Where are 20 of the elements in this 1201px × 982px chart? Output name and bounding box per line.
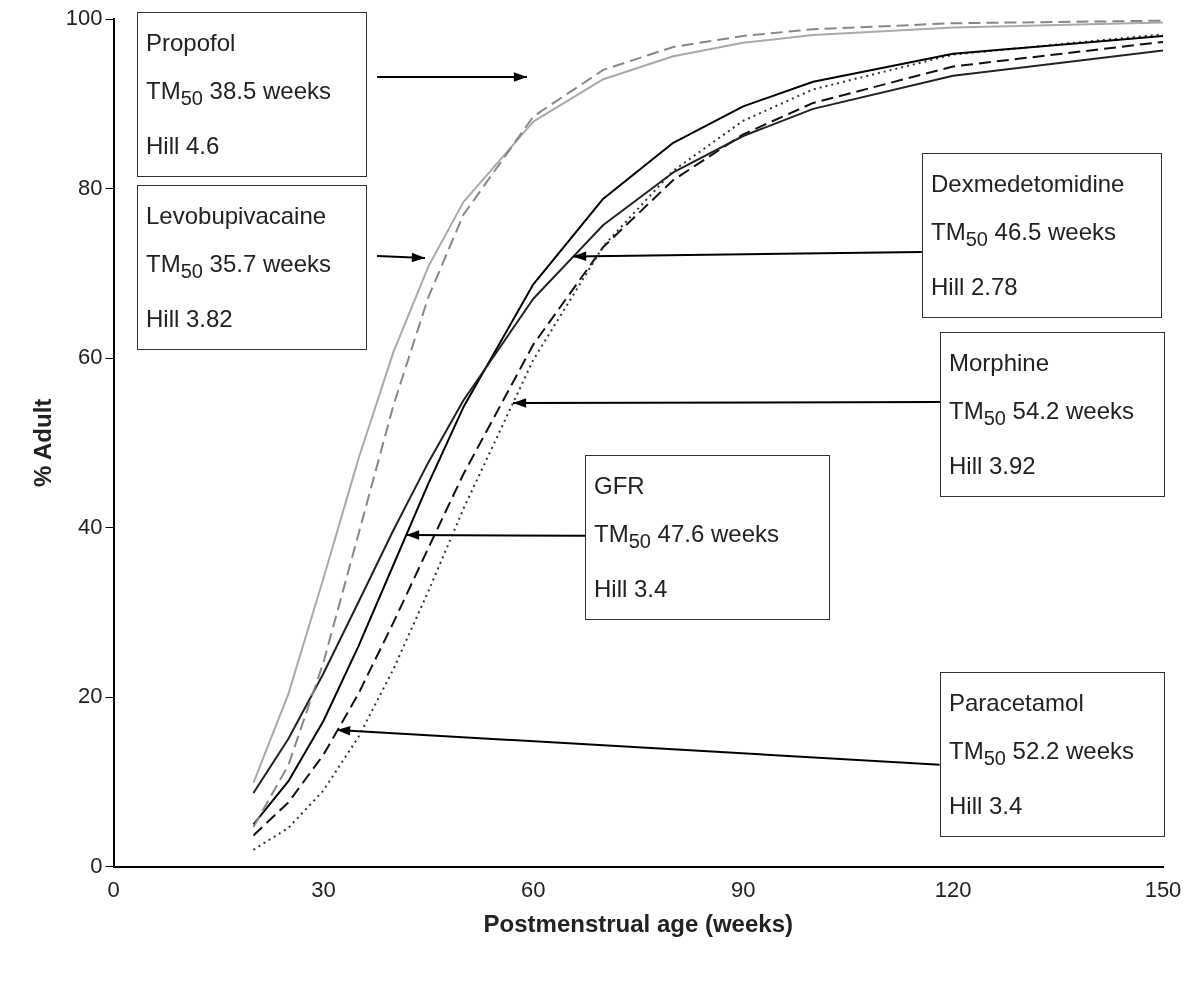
y-tick-label: 0 [90, 852, 103, 878]
x-tick-label: 150 [1144, 877, 1182, 903]
y-tick-label: 80 [78, 174, 103, 200]
annotation: GFR TM$_{50}$ 47.6 weeks Hill 3.4 [594, 471, 780, 604]
annotation: Propofol TM$_{50}$ 38.5 weeks Hill 4.6 [146, 28, 332, 161]
annotation: Morphine TM$_{50}$ 54.2 weeks Hill 3.92 [949, 348, 1135, 481]
y-tick-label: 20 [78, 683, 103, 709]
x-tick-label: 60 [521, 877, 546, 903]
annotation: Levobupivacaine TM$_{50}$ 35.7 weeks Hill 3.82 [146, 201, 332, 334]
annotation: Paracetamol TM$_{50}$ 52.2 weeks Hill 3.4 [949, 688, 1135, 821]
x-tick-label: 0 [107, 877, 120, 903]
y-tick-label: 40 [78, 513, 103, 539]
annotation: Dexmedetomidine TM$_{50}$ 46.5 weeks Hill 2.78 [931, 169, 1126, 302]
x-tick-label: 90 [730, 877, 756, 903]
y-tick-label: 60 [78, 344, 103, 370]
y-tick-label: 100 [65, 5, 103, 31]
y-axis-title: % Adult [29, 398, 57, 488]
x-axis-title: Postmenstrual age (weeks) [483, 910, 793, 938]
x-tick-label: 30 [311, 877, 336, 903]
x-tick-label: 120 [934, 877, 972, 903]
